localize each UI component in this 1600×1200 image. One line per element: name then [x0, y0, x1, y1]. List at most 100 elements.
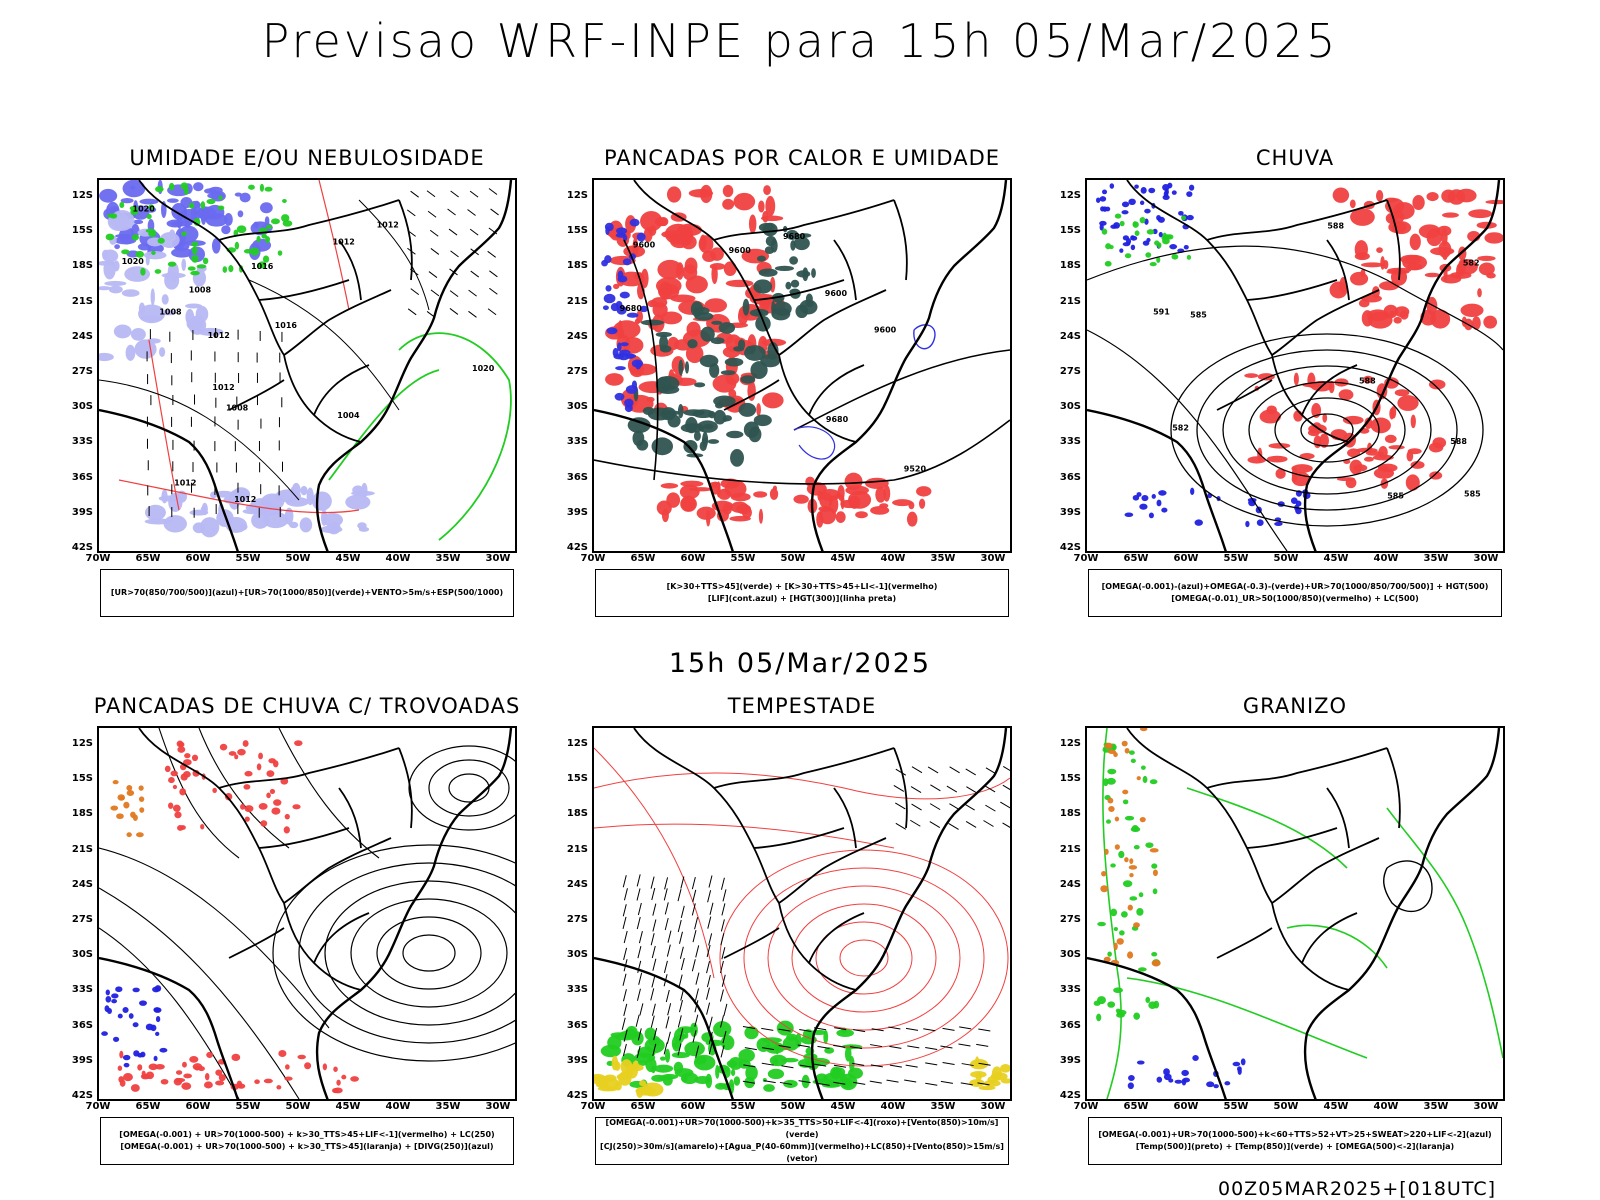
heat-rain-area: [855, 511, 868, 519]
heat-rain-area: [696, 506, 716, 520]
omega-500-spot: [1128, 865, 1138, 870]
wind-vector: [651, 945, 656, 959]
country-border: [1216, 927, 1273, 959]
wind-vector: [964, 803, 975, 811]
wind-vector: [946, 785, 958, 793]
temp-850-spot: [1136, 907, 1144, 916]
rain-area: [1319, 433, 1329, 448]
lifted-index-spot: [602, 305, 609, 311]
heat-convection-area: [798, 233, 812, 238]
wind-vector: [691, 903, 696, 916]
wind-vector: [911, 803, 922, 811]
lat-tick-label: 24S: [71, 878, 93, 890]
lat-tick-label: 21S: [566, 295, 588, 307]
wind-850-area: [824, 1047, 835, 1054]
omega-500-spot: [1116, 938, 1124, 945]
heat-rain-area: [793, 494, 809, 504]
divergence-spot: [133, 1050, 140, 1057]
wind-vector: [923, 1028, 936, 1032]
level-850-contour: [767, 885, 961, 1031]
lifted-index-spot: [629, 218, 640, 227]
panel-legend: [OMEGA(-0.001) + UR>70(1000-500) + k>30_…: [100, 1117, 514, 1165]
wind-850-area: [677, 1026, 695, 1034]
wind-vector: [886, 1079, 899, 1083]
jet-250-area: [970, 1058, 989, 1070]
heat-rain-area: [763, 185, 771, 196]
thunderstorm-spot: [341, 1074, 347, 1080]
contour-label: 9520: [904, 464, 927, 473]
heat-rain-area: [725, 279, 754, 288]
omega-spot: [1121, 201, 1130, 208]
contour-label: 1012: [212, 383, 234, 392]
lat-tick-label: 33S: [1059, 436, 1081, 448]
wind-vector: [720, 919, 725, 932]
thunderstorm-spot: [350, 1076, 359, 1082]
wind-vector: [742, 1026, 756, 1029]
heat-rain-area: [758, 200, 765, 213]
omega-spot: [1136, 492, 1142, 497]
legend-line: [OMEGA(-0.001)+UR>70(1000-500)+k>35_TTS>…: [605, 1118, 999, 1139]
wind-vector: [428, 271, 438, 278]
rain-area: [1430, 309, 1451, 329]
wind-vector: [623, 1029, 628, 1042]
humidity-light-area: [146, 338, 161, 344]
heat-convection-area: [651, 437, 674, 456]
wind-vector: [677, 889, 682, 902]
lat-tick-label: 21S: [1059, 843, 1081, 855]
omega-500-spot: [1114, 844, 1120, 850]
heat-convection-area: [655, 376, 672, 394]
rain-area: [1412, 195, 1425, 211]
lat-tick-label: 12S: [566, 190, 588, 201]
rain-area: [1386, 269, 1410, 275]
humidity-low-spot: [191, 241, 199, 247]
heat-convection-area: [743, 421, 760, 438]
lon-tick-label: 60W: [1173, 1101, 1199, 1112]
heat-rain-area: [648, 225, 657, 236]
wind-vector: [817, 1045, 830, 1049]
heat-rain-area: [688, 487, 713, 492]
heat-convection-area: [699, 354, 719, 368]
wind-vector: [778, 1044, 791, 1048]
wind-vector: [744, 1047, 757, 1051]
humidity-light-area: [300, 485, 308, 496]
coastline: [99, 180, 513, 551]
lifted-index-spot: [622, 258, 632, 266]
heat-rain-area: [769, 488, 779, 500]
wind-vector: [798, 1080, 811, 1084]
lon-tick-label: 60W: [185, 1101, 211, 1112]
temp-850-spot: [1128, 750, 1135, 755]
thunderstorm-spot: [177, 825, 184, 831]
wind-vector: [958, 1043, 971, 1047]
lat-tick-label: 42S: [1059, 542, 1081, 553]
wind-vector: [695, 988, 699, 1001]
lat-tick-label: 30S: [71, 401, 93, 413]
heat-convection-area: [758, 222, 775, 232]
lat-tick-label: 15S: [566, 773, 588, 785]
country-border: [1206, 747, 1388, 789]
lat-tick-label: 12S: [71, 738, 93, 749]
country-border: [723, 927, 780, 959]
temp-850-spot: [1107, 951, 1112, 957]
humidity-low-spot: [155, 186, 164, 193]
wind-850-area: [672, 1042, 679, 1049]
temp-850-contour: [1102, 728, 1122, 1099]
country-border: [808, 364, 865, 416]
lifted-index-spot: [615, 227, 628, 235]
lon-tick-label: 40W: [1373, 553, 1399, 564]
rain-area: [1350, 271, 1369, 286]
heat-convection-area: [677, 404, 684, 419]
wind-vector: [622, 973, 627, 986]
wind-vector: [651, 1003, 656, 1016]
rain-area: [1328, 380, 1335, 394]
lon-tick-label: 40W: [385, 553, 411, 564]
divergence-spot: [155, 1015, 161, 1023]
lon-tick-label: 65W: [630, 1101, 656, 1112]
wind-850-area: [713, 1021, 732, 1038]
humidity-light-area: [161, 294, 169, 305]
map-chuva: 585 585 582 588 588 582 591 588 585: [1085, 178, 1505, 553]
omega-500-spot: [1104, 848, 1109, 855]
country-border: [398, 199, 413, 281]
divergence-spot: [122, 1054, 131, 1061]
heat-rain-area: [677, 223, 702, 237]
lon-tick-label: 65W: [630, 553, 656, 564]
